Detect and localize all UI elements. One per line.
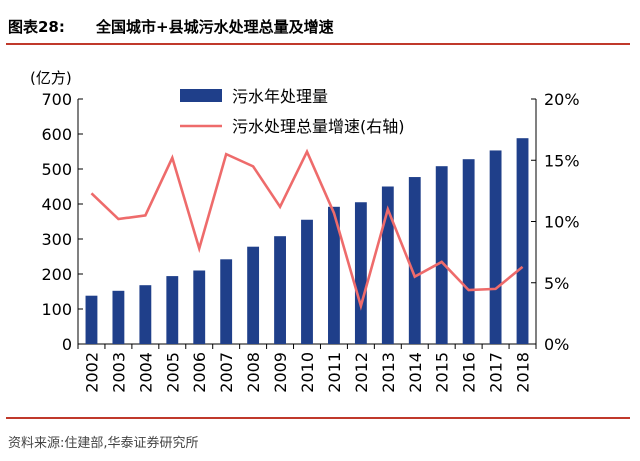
- figure-header: 图表28: 全国城市+县城污水处理总量及增速: [0, 0, 640, 40]
- bar: [408, 177, 421, 344]
- left-tick-label: 100: [41, 300, 72, 319]
- x-tick-label: 2017: [487, 352, 506, 393]
- right-tick-label: 0%: [544, 335, 569, 354]
- figure-title: 全国城市+县城污水处理总量及增速: [96, 18, 334, 36]
- figure-label: 图表28:: [8, 18, 65, 36]
- x-tick-label: 2003: [109, 352, 128, 393]
- bar: [220, 259, 233, 344]
- x-tick-label: 2006: [190, 352, 209, 393]
- bar: [139, 285, 152, 344]
- left-tick-label: 700: [41, 90, 72, 109]
- source-note: 资料来源:住建部,华泰证券研究所: [8, 436, 199, 451]
- top-rule: [6, 43, 630, 45]
- left-tick-label: 500: [41, 160, 72, 179]
- bar: [166, 276, 179, 344]
- bottom-rule: [6, 417, 630, 419]
- right-tick-label: 10%: [544, 213, 580, 232]
- bar: [301, 219, 313, 344]
- bar: [489, 150, 502, 344]
- bar: [247, 246, 260, 344]
- right-tick-label: 5%: [544, 274, 569, 293]
- bar: [193, 270, 206, 344]
- x-tick-label: 2012: [352, 352, 371, 393]
- bar: [354, 202, 367, 344]
- bar: [85, 295, 98, 344]
- bar: [112, 290, 125, 344]
- legend-bar-swatch: [180, 89, 222, 102]
- x-tick-label: 2002: [82, 352, 101, 393]
- left-tick-label: 400: [41, 195, 72, 214]
- right-tick-label: 15%: [544, 151, 580, 170]
- left-tick-label: 300: [41, 230, 72, 249]
- x-tick-label: 2007: [217, 352, 236, 393]
- x-tick-label: 2008: [244, 352, 263, 393]
- bar: [516, 138, 529, 344]
- x-tick-label: 2009: [271, 352, 290, 393]
- left-tick-label: 600: [41, 125, 72, 144]
- x-tick-label: 2004: [136, 352, 155, 393]
- bar: [381, 186, 394, 344]
- left-tick-label: 200: [41, 265, 72, 284]
- x-tick-label: 2016: [460, 352, 479, 393]
- bar: [274, 236, 286, 344]
- bar: [462, 159, 475, 344]
- legend-line-label: 污水处理总量增速(右轴): [232, 117, 405, 136]
- right-tick-label: 20%: [544, 90, 580, 109]
- x-tick-label: 2011: [325, 352, 344, 393]
- legend-bar-label: 污水年处理量: [232, 87, 328, 106]
- left-axis-unit-label: (亿方): [30, 69, 72, 87]
- x-tick-label: 2005: [163, 352, 182, 393]
- bar: [328, 206, 340, 344]
- x-tick-label: 2014: [406, 352, 425, 393]
- x-tick-label: 2018: [514, 352, 533, 393]
- x-tick-label: 2015: [433, 352, 452, 393]
- x-tick-label: 2010: [298, 352, 317, 393]
- bar: [435, 166, 448, 344]
- left-tick-label: 0: [62, 335, 72, 354]
- x-tick-label: 2013: [379, 352, 398, 393]
